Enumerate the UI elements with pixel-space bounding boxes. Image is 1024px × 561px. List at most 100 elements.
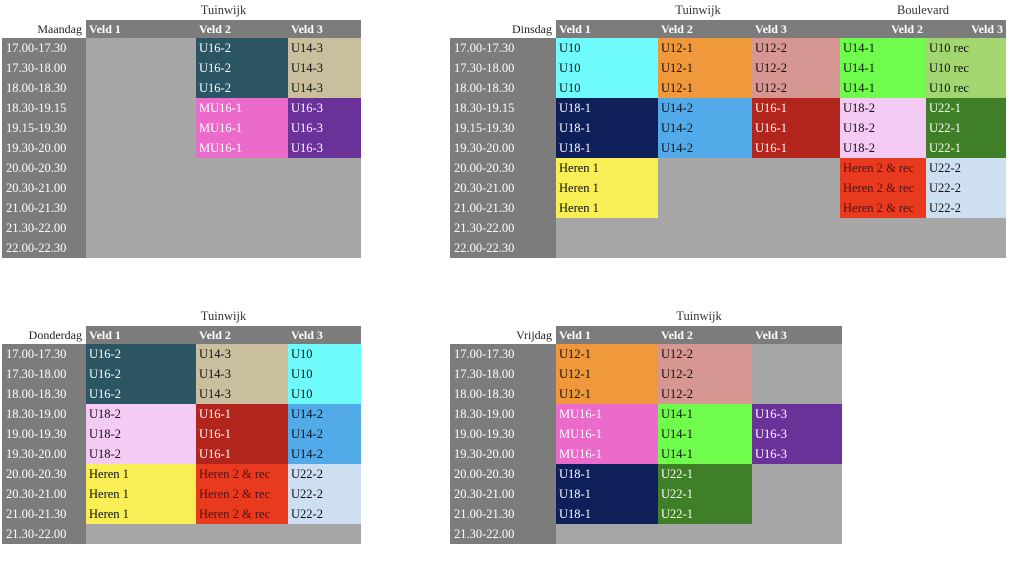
team-cell: U22-1 (658, 484, 752, 504)
time-slot: 18.00-18.30 (2, 78, 86, 98)
team-cell: Heren 1 (86, 504, 196, 524)
team-cell: U18-2 (840, 98, 926, 118)
team-cell: U16-3 (288, 138, 361, 158)
team-cell: U12-2 (658, 344, 752, 364)
time-slot: 18.00-18.30 (2, 384, 86, 404)
field-header: Veld 3 (926, 20, 1006, 38)
team-cell: U22-1 (926, 138, 1006, 158)
location-label: Tuinwijk (676, 309, 722, 323)
time-slot: 18.30-19.15 (2, 98, 86, 118)
time-slot: 17.30-18.00 (450, 58, 556, 78)
time-slot: 20.30-21.00 (2, 484, 86, 504)
team-cell: MU16-1 (556, 404, 658, 424)
time-slot: 20.00-20.30 (450, 464, 556, 484)
team-cell: Heren 2 & rec (196, 504, 288, 524)
time-slot: 17.30-18.00 (450, 364, 556, 384)
team-cell: U14-1 (658, 424, 752, 444)
time-slot: 17.00-17.30 (2, 344, 86, 364)
team-cell: U16-2 (196, 58, 288, 78)
time-slot: 21.30-22.00 (450, 524, 556, 544)
time-slot: 21.00-21.30 (2, 198, 86, 218)
team-cell: U10 rec (926, 78, 1006, 98)
field-header: Veld 1 (556, 326, 658, 344)
team-cell: U18-2 (840, 118, 926, 138)
team-cell: Heren 1 (556, 198, 658, 218)
team-cell: MU16-1 (196, 98, 288, 118)
time-slot: 20.00-20.30 (450, 158, 556, 178)
field-header: Veld 2 (840, 20, 926, 38)
team-cell: Heren 2 & rec (196, 484, 288, 504)
team-cell: U14-3 (288, 78, 361, 98)
team-cell: U16-2 (196, 38, 288, 58)
team-cell: U16-1 (752, 138, 840, 158)
schedule-donderdag: Tuinwijk Donderdag Veld 1 Veld 2 Veld 3 17.00… (2, 308, 361, 544)
time-slot: 18.30-19.00 (450, 404, 556, 424)
time-slot: 21.00-21.30 (450, 504, 556, 524)
team-cell: U14-3 (196, 384, 288, 404)
team-cell: Heren 1 (556, 178, 658, 198)
team-cell: U18-1 (556, 504, 658, 524)
location-label: Tuinwijk (675, 3, 721, 17)
team-cell: U14-1 (658, 404, 752, 424)
team-cell: Heren 2 & rec (840, 178, 926, 198)
field-header: Veld 3 (752, 326, 842, 344)
team-cell: MU16-1 (556, 444, 658, 464)
team-cell: U10 (556, 38, 658, 58)
team-cell: U14-1 (840, 38, 926, 58)
team-cell: U16-1 (196, 404, 288, 424)
team-cell: U22-1 (926, 118, 1006, 138)
team-cell: Heren 2 & rec (840, 198, 926, 218)
team-cell: U10 rec (926, 58, 1006, 78)
day-label: Dinsdag (450, 20, 556, 38)
time-slot: 18.00-18.30 (450, 78, 556, 98)
time-slot: 19.30-20.00 (450, 444, 556, 464)
team-cell: U12-2 (658, 364, 752, 384)
team-cell: U14-3 (196, 344, 288, 364)
team-cell: U16-3 (752, 404, 842, 424)
schedule-vrijdag: Tuinwijk Vrijdag Veld 1 Veld 2 Veld 3 17.00-1… (450, 308, 842, 544)
day-label: Donderdag (2, 326, 86, 344)
team-cell: MU16-1 (556, 424, 658, 444)
time-slot: 17.30-18.00 (2, 58, 86, 78)
team-cell: U10 (288, 364, 361, 384)
team-cell: U18-1 (556, 138, 658, 158)
team-cell: U22-1 (926, 98, 1006, 118)
field-header: Veld 3 (288, 20, 361, 38)
team-cell: U16-3 (752, 424, 842, 444)
field-header: Veld 1 (86, 326, 196, 344)
time-slot: 19.15-19.30 (450, 118, 556, 138)
time-slot: 19.00-19.30 (450, 424, 556, 444)
team-cell: U22-2 (288, 464, 361, 484)
time-slot: 21.30-22.00 (2, 218, 86, 238)
team-cell: U18-1 (556, 464, 658, 484)
time-slot: 18.00-18.30 (450, 384, 556, 404)
team-cell: U22-2 (926, 158, 1006, 178)
time-slot: 19.00-19.30 (2, 424, 86, 444)
time-slot: 21.00-21.30 (450, 198, 556, 218)
team-cell: U16-1 (752, 118, 840, 138)
team-cell: U14-2 (658, 98, 752, 118)
time-slot: 21.30-22.00 (450, 218, 556, 238)
team-cell: U10 (556, 78, 658, 98)
team-cell: U14-1 (840, 78, 926, 98)
time-slot: 20.30-21.00 (2, 178, 86, 198)
team-cell: U14-3 (196, 364, 288, 384)
time-slot: 22.00-22.30 (2, 238, 86, 258)
team-cell: U14-1 (840, 58, 926, 78)
team-cell: U22-1 (658, 504, 752, 524)
field-header: Veld 2 (196, 326, 288, 344)
time-slot: 18.30-19.15 (450, 98, 556, 118)
team-cell: U18-1 (556, 484, 658, 504)
field-header: Veld 2 (658, 20, 752, 38)
team-cell: U14-1 (658, 444, 752, 464)
time-slot: 22.00-22.30 (450, 238, 556, 258)
team-cell: U16-1 (196, 444, 288, 464)
team-cell: U16-1 (752, 98, 840, 118)
team-cell: U22-2 (288, 504, 361, 524)
team-cell: U10 (288, 344, 361, 364)
team-cell: MU16-1 (196, 138, 288, 158)
time-slot: 21.00-21.30 (2, 504, 86, 524)
time-slot: 17.00-17.30 (2, 38, 86, 58)
time-slot: 19.30-20.00 (2, 138, 86, 158)
team-cell: U16-2 (86, 344, 196, 364)
